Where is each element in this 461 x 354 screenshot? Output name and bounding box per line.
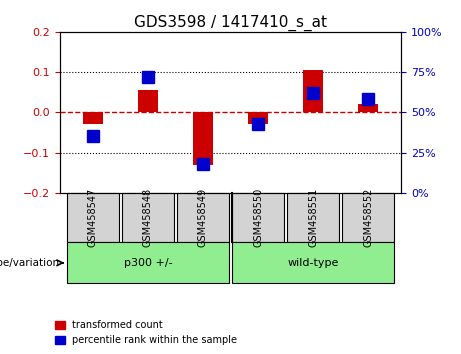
Bar (248, 112, 268, 124)
Text: GSM458551: GSM458551 (308, 188, 318, 247)
Text: GSM458552: GSM458552 (363, 188, 373, 247)
Bar (83, 112, 103, 124)
Bar (359, 104, 378, 112)
Bar (66, 193, 119, 242)
Text: GSM458548: GSM458548 (143, 188, 153, 247)
Text: GSM458550: GSM458550 (253, 188, 263, 247)
Bar (231, 242, 395, 283)
Bar (122, 193, 174, 242)
Bar (193, 112, 213, 165)
Bar (303, 70, 323, 112)
Text: genotype/variation: genotype/variation (0, 258, 60, 268)
Text: p300 +/-: p300 +/- (124, 258, 172, 268)
Bar (177, 193, 230, 242)
Bar (342, 193, 395, 242)
Text: GSM458547: GSM458547 (88, 188, 98, 247)
Legend: transformed count, percentile rank within the sample: transformed count, percentile rank withi… (51, 316, 241, 349)
Bar (287, 193, 339, 242)
Text: wild-type: wild-type (287, 258, 339, 268)
Title: GDS3598 / 1417410_s_at: GDS3598 / 1417410_s_at (134, 14, 327, 30)
Bar (231, 193, 284, 242)
Bar (66, 242, 230, 283)
Bar (138, 90, 158, 112)
Text: GSM458549: GSM458549 (198, 188, 208, 247)
